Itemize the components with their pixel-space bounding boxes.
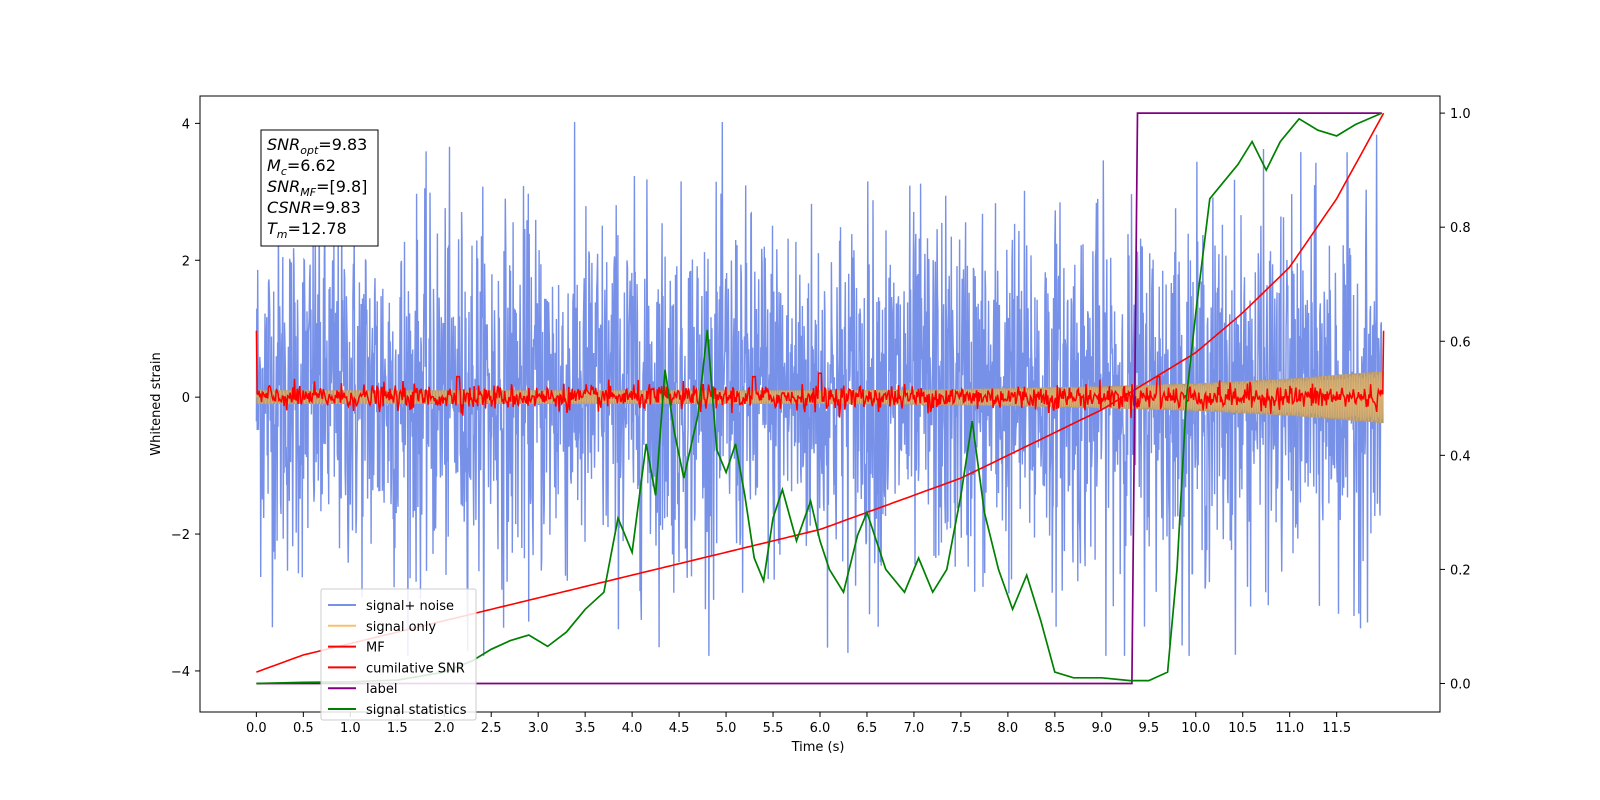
- x-tick-label: 9.0: [1091, 721, 1112, 736]
- legend-frame: [320, 588, 477, 721]
- annotation-line: SNRopt=9.83: [267, 135, 367, 157]
- y-left-tick-label: 2: [182, 254, 190, 269]
- y-left-tick-label: −4: [171, 665, 190, 680]
- y-right-tick-label: 0.4: [1450, 449, 1471, 464]
- x-tick-label: 5.5: [763, 721, 784, 736]
- series-label: [256, 112, 1382, 685]
- annotation-line: CSNR=9.83: [267, 198, 361, 217]
- y-axis-right: 0.0 0.2 0.4 0.6 0.8 1.0: [1440, 107, 1471, 692]
- x-tick-label: 2.5: [481, 721, 502, 736]
- legend-label: signal statistics: [366, 703, 467, 718]
- x-tick-label: 3.0: [528, 721, 549, 736]
- x-tick-label: 4.0: [622, 721, 643, 736]
- y-right-tick-label: 0.2: [1450, 563, 1471, 578]
- x-tick-label: 0.5: [293, 721, 314, 736]
- legend-label: cumilative SNR: [366, 661, 465, 676]
- x-tick-label: 10.5: [1228, 721, 1257, 736]
- x-tick-label: 11.0: [1275, 721, 1304, 736]
- annotation-line: Mc=6.62: [267, 156, 336, 178]
- series-signal-noise: [255, 121, 1383, 656]
- x-tick-label: 2.0: [434, 721, 455, 736]
- legend-label: signal only: [366, 620, 436, 635]
- x-tick-label: 6.0: [810, 721, 831, 736]
- y-axis-left: −4 −2 0 2 4: [171, 117, 200, 680]
- x-tick-label: 10.0: [1181, 721, 1210, 736]
- y-right-tick-label: 0.0: [1450, 677, 1471, 692]
- y-right-tick-label: 0.8: [1450, 221, 1471, 236]
- annotation-frame: [260, 129, 379, 247]
- x-tick-label: 1.5: [387, 721, 408, 736]
- x-axis-label: Time (s): [791, 740, 845, 755]
- x-tick-label: 4.5: [669, 721, 690, 736]
- series-signal-only-envelope: [256, 371, 1384, 424]
- legend: signal+ noise signal only MF cumilative SNR…: [320, 588, 477, 721]
- annotation-line: SNRMF=[9.8]: [267, 177, 367, 199]
- annotation-line: Tm=12.78: [267, 219, 347, 241]
- x-tick-label: 5.0: [716, 721, 737, 736]
- legend-label: MF: [366, 641, 385, 656]
- y-left-tick-label: 0: [182, 391, 190, 406]
- x-tick-label: 6.5: [857, 721, 878, 736]
- series-signal-statistics: [256, 112, 1383, 685]
- x-tick-label: 11.5: [1322, 721, 1351, 736]
- x-tick-label: 8.5: [1045, 721, 1066, 736]
- x-tick-label: 7.5: [951, 721, 972, 736]
- x-tick-label: 1.0: [340, 721, 361, 736]
- legend-label: label: [366, 682, 397, 697]
- legend-label: signal+ noise: [366, 599, 454, 614]
- y-left-tick-label: −2: [171, 528, 190, 543]
- x-tick-label: 9.5: [1138, 721, 1159, 736]
- series-mf: [255, 330, 1385, 419]
- y-left-tick-label: 4: [182, 117, 190, 132]
- x-axis: 0.0 0.5 1.0 1.5 2.0 2.5 3.0 3.5 4.0 4.5 5.0 5.5 6.0 6…: [246, 712, 1351, 736]
- legend-entries: signal+ noise signal only MF cumilative SNR…: [328, 599, 467, 718]
- x-tick-label: 7.0: [904, 721, 925, 736]
- y-right-tick-label: 0.6: [1450, 335, 1471, 350]
- y-axis-label-left: Whitened strain: [149, 352, 164, 455]
- x-tick-label: 8.0: [998, 721, 1019, 736]
- y-right-tick-label: 1.0: [1450, 107, 1471, 122]
- x-tick-label: 3.5: [575, 721, 596, 736]
- x-tick-label: 0.0: [246, 721, 267, 736]
